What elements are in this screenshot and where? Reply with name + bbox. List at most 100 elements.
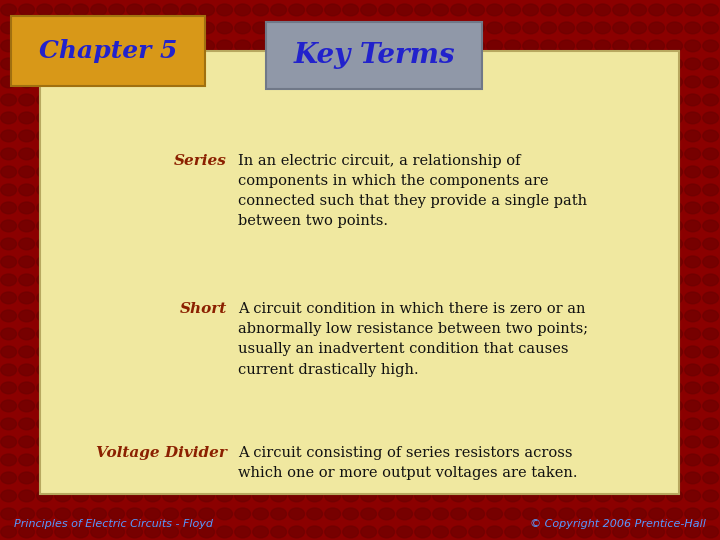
Circle shape [1, 328, 17, 340]
Circle shape [505, 382, 521, 394]
Circle shape [577, 508, 593, 520]
Circle shape [559, 256, 575, 268]
Circle shape [73, 508, 89, 520]
Circle shape [415, 238, 431, 250]
Circle shape [145, 40, 161, 52]
Circle shape [37, 40, 53, 52]
Circle shape [145, 382, 161, 394]
Circle shape [307, 148, 323, 160]
Circle shape [433, 94, 449, 106]
Circle shape [91, 148, 107, 160]
Circle shape [595, 76, 611, 88]
Circle shape [1, 274, 17, 286]
Circle shape [73, 400, 89, 412]
Circle shape [379, 346, 395, 358]
Circle shape [307, 94, 323, 106]
Circle shape [307, 454, 323, 466]
Circle shape [91, 220, 107, 232]
Circle shape [451, 490, 467, 502]
Circle shape [127, 346, 143, 358]
Circle shape [685, 400, 701, 412]
Circle shape [649, 292, 665, 304]
Circle shape [289, 526, 305, 538]
Circle shape [631, 310, 647, 322]
Circle shape [415, 364, 431, 376]
Circle shape [469, 22, 485, 34]
Circle shape [145, 328, 161, 340]
Circle shape [397, 382, 413, 394]
Circle shape [415, 4, 431, 16]
Circle shape [703, 148, 719, 160]
Circle shape [91, 22, 107, 34]
Circle shape [289, 490, 305, 502]
Circle shape [649, 202, 665, 214]
Circle shape [577, 202, 593, 214]
Circle shape [415, 310, 431, 322]
Circle shape [91, 184, 107, 196]
Circle shape [613, 454, 629, 466]
Circle shape [415, 274, 431, 286]
Circle shape [163, 310, 179, 322]
Circle shape [289, 94, 305, 106]
Circle shape [1, 526, 17, 538]
Circle shape [271, 166, 287, 178]
Circle shape [505, 130, 521, 142]
Circle shape [703, 112, 719, 124]
Circle shape [577, 292, 593, 304]
Circle shape [469, 4, 485, 16]
Circle shape [487, 202, 503, 214]
Circle shape [253, 238, 269, 250]
Circle shape [253, 436, 269, 448]
Circle shape [433, 4, 449, 16]
Circle shape [163, 292, 179, 304]
Circle shape [1, 40, 17, 52]
Circle shape [649, 382, 665, 394]
Circle shape [631, 184, 647, 196]
Circle shape [397, 202, 413, 214]
Circle shape [109, 148, 125, 160]
Circle shape [145, 130, 161, 142]
Circle shape [613, 130, 629, 142]
Circle shape [325, 148, 341, 160]
Circle shape [469, 220, 485, 232]
Circle shape [433, 526, 449, 538]
Circle shape [649, 328, 665, 340]
Circle shape [289, 400, 305, 412]
Circle shape [181, 346, 197, 358]
Circle shape [271, 94, 287, 106]
Circle shape [649, 112, 665, 124]
Circle shape [19, 58, 35, 70]
Circle shape [631, 112, 647, 124]
Circle shape [433, 202, 449, 214]
Circle shape [415, 112, 431, 124]
Circle shape [541, 274, 557, 286]
Circle shape [595, 94, 611, 106]
Circle shape [703, 400, 719, 412]
Circle shape [127, 76, 143, 88]
Circle shape [487, 400, 503, 412]
Circle shape [613, 22, 629, 34]
Circle shape [379, 436, 395, 448]
Circle shape [379, 166, 395, 178]
Circle shape [595, 238, 611, 250]
Circle shape [181, 58, 197, 70]
Circle shape [685, 184, 701, 196]
Circle shape [271, 40, 287, 52]
Circle shape [181, 202, 197, 214]
Circle shape [685, 22, 701, 34]
Circle shape [289, 4, 305, 16]
Circle shape [271, 454, 287, 466]
Circle shape [181, 382, 197, 394]
Circle shape [523, 292, 539, 304]
Circle shape [1, 382, 17, 394]
Circle shape [181, 292, 197, 304]
Circle shape [325, 364, 341, 376]
Circle shape [343, 418, 359, 430]
Circle shape [235, 418, 251, 430]
Circle shape [397, 112, 413, 124]
Circle shape [145, 256, 161, 268]
Circle shape [289, 40, 305, 52]
Circle shape [109, 166, 125, 178]
Circle shape [469, 58, 485, 70]
Circle shape [289, 436, 305, 448]
